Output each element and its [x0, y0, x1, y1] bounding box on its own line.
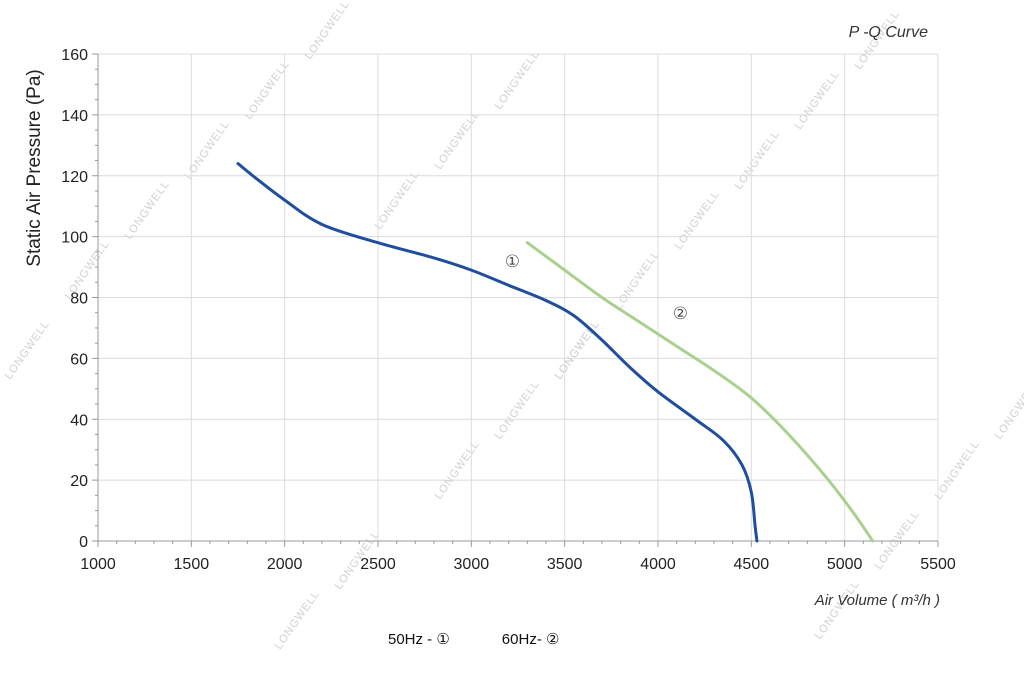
watermark-text: LONGWELL — [303, 0, 352, 62]
y-tick-label: 120 — [61, 169, 88, 186]
watermark-text: LONGWELL — [813, 578, 862, 642]
x-tick-label: 5500 — [920, 556, 956, 573]
series-line-1 — [236, 162, 759, 543]
y-tick-label: 100 — [61, 230, 88, 247]
y-tick-label: 60 — [70, 351, 88, 368]
y-tick-label: 20 — [70, 473, 88, 490]
x-tick-label: 2500 — [360, 556, 396, 573]
y-tick-label: 0 — [79, 534, 88, 551]
y-tick-label: 160 — [61, 47, 88, 64]
watermark-layer: LONGWELLLONGWELLLONGWELLLONGWELLLONGWELL… — [3, 0, 1024, 652]
x-tick-label: 3500 — [547, 556, 583, 573]
series-label-1: ① — [505, 252, 520, 272]
watermark-text: LONGWELL — [873, 508, 922, 572]
y-tick-label: 40 — [70, 412, 88, 429]
x-tick-label: 5000 — [827, 556, 863, 573]
watermark-text: LONGWELL — [373, 168, 422, 232]
watermark-text: LONGWELL — [793, 68, 842, 132]
watermark-text: LONGWELL — [993, 378, 1024, 442]
watermark-text: LONGWELL — [273, 588, 322, 652]
x-tick-label: 2000 — [267, 556, 303, 573]
x-tick-label: 4500 — [734, 556, 770, 573]
legend-item-50hz: 50Hz - ① — [388, 631, 450, 648]
y-tick-labels: 0 20 40 60 80 100 120 140 160 — [61, 47, 88, 551]
legend: 50Hz - ① 60Hz- ② — [388, 630, 559, 648]
series-label-2: ② — [673, 304, 688, 324]
watermark-text: LONGWELL — [553, 318, 602, 382]
watermark-text: LONGWELL — [733, 128, 782, 192]
watermark-text: LONGWELL — [933, 438, 982, 502]
watermark-text: LONGWELL — [493, 378, 542, 442]
x-tick-label: 4000 — [640, 556, 676, 573]
chart-axes — [92, 53, 939, 547]
y-tick-label: 80 — [70, 291, 88, 308]
x-tick-label: 3000 — [454, 556, 490, 573]
x-tick-labels: 1000 1500 2000 2500 3000 3500 4000 4500 5000 5500 — [80, 556, 956, 573]
watermark-text: LONGWELL — [433, 438, 482, 502]
watermark-text: LONGWELL — [183, 118, 232, 182]
legend-item-60hz: 60Hz- ② — [501, 631, 560, 648]
chart-title: P -Q Curve — [849, 24, 929, 41]
series-line-2 — [525, 241, 875, 543]
x-tick-label: 1000 — [80, 556, 116, 573]
chart-grid — [98, 53, 939, 541]
chart-series: ①② — [236, 162, 875, 543]
x-tick-label: 1500 — [174, 556, 210, 573]
watermark-text: LONGWELL — [123, 178, 172, 242]
watermark-text: LONGWELL — [673, 188, 722, 252]
watermark-text: LONGWELL — [613, 248, 662, 312]
watermark-text: LONGWELL — [433, 108, 482, 172]
y-axis-label: Static Air Pressure (Pa) — [24, 69, 45, 266]
y-tick-label: 140 — [61, 108, 88, 125]
watermark-text: LONGWELL — [3, 318, 52, 382]
x-axis-label: Air Volume ( m³/h ) — [814, 592, 940, 609]
watermark-text: LONGWELL — [493, 48, 542, 112]
